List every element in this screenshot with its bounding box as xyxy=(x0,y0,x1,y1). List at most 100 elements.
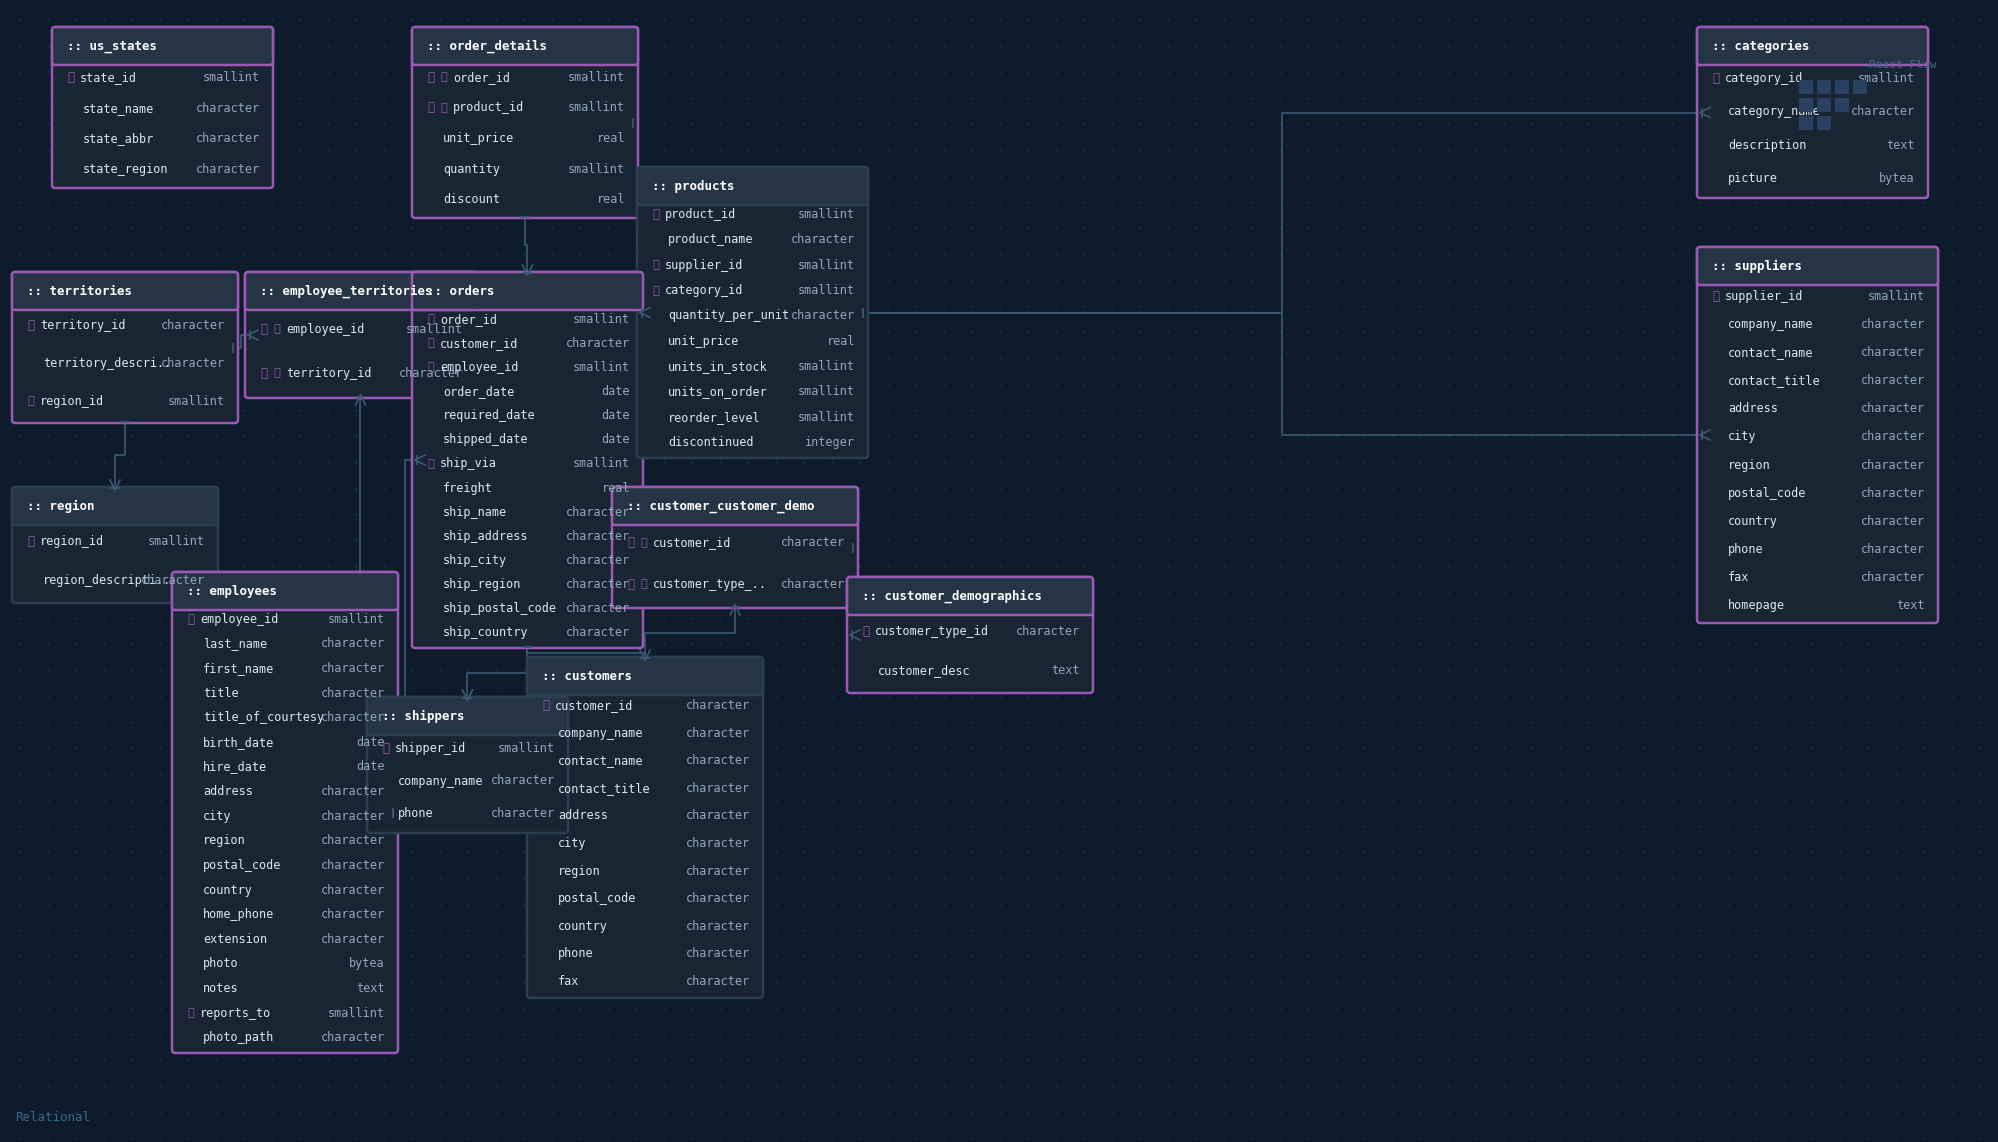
Text: ⚯: ⚯ xyxy=(428,338,434,348)
Text: smallint: smallint xyxy=(1856,72,1914,86)
Text: ⚿: ⚿ xyxy=(627,578,633,590)
Text: ship_postal_code: ship_postal_code xyxy=(444,602,557,616)
FancyBboxPatch shape xyxy=(637,167,867,458)
Text: product_id: product_id xyxy=(454,102,523,114)
FancyBboxPatch shape xyxy=(412,272,643,309)
Text: character: character xyxy=(685,699,749,713)
FancyBboxPatch shape xyxy=(1696,247,1936,624)
Text: character: character xyxy=(781,578,845,590)
Text: ⚯: ⚯ xyxy=(274,324,280,333)
Text: smallint: smallint xyxy=(498,742,555,755)
Text: country: country xyxy=(1726,515,1776,528)
Text: :: products: :: products xyxy=(651,179,733,193)
Text: Relational: Relational xyxy=(16,1111,90,1124)
Text: character: character xyxy=(1860,486,1924,500)
Text: character: character xyxy=(685,782,749,795)
Text: category_name: category_name xyxy=(1726,105,1820,119)
Text: smallint: smallint xyxy=(573,313,629,325)
Text: character: character xyxy=(1860,346,1924,359)
Text: ⚿: ⚿ xyxy=(28,320,34,332)
Text: character: character xyxy=(322,835,386,847)
Bar xyxy=(851,596,1089,628)
Text: quantity: quantity xyxy=(444,162,500,176)
Text: text: text xyxy=(1896,600,1924,612)
Bar xyxy=(1816,98,1830,112)
Text: discontinued: discontinued xyxy=(667,436,753,449)
Bar xyxy=(416,46,633,78)
Text: company_name: company_name xyxy=(557,726,643,740)
Text: required_date: required_date xyxy=(444,409,535,423)
Text: character: character xyxy=(140,574,206,587)
Text: character: character xyxy=(1015,625,1079,638)
Text: ⚿: ⚿ xyxy=(651,208,659,222)
Text: :: us_states: :: us_states xyxy=(68,40,158,53)
Bar xyxy=(615,506,853,538)
Text: character: character xyxy=(1860,571,1924,585)
Text: character: character xyxy=(685,975,749,988)
Text: order_id: order_id xyxy=(440,313,498,325)
Bar xyxy=(416,46,633,62)
Text: customer_desc: customer_desc xyxy=(877,664,971,677)
Text: character: character xyxy=(791,233,855,247)
Text: title: title xyxy=(204,686,238,700)
Bar xyxy=(641,186,863,218)
Text: fax: fax xyxy=(557,975,579,988)
Text: freight: freight xyxy=(444,482,494,494)
Text: ⚯: ⚯ xyxy=(440,72,446,82)
Text: character: character xyxy=(1860,402,1924,416)
Text: character: character xyxy=(565,578,629,592)
Text: product_name: product_name xyxy=(667,233,753,247)
Text: :: orders: :: orders xyxy=(428,284,494,298)
Text: bytea: bytea xyxy=(350,957,386,971)
Text: city: city xyxy=(204,810,232,822)
Text: character: character xyxy=(196,163,260,176)
Text: supplier_id: supplier_id xyxy=(1724,290,1802,303)
Text: :: order_details: :: order_details xyxy=(428,39,547,53)
Bar xyxy=(1700,266,1932,298)
Text: :: territories: :: territories xyxy=(28,284,132,298)
Text: region: region xyxy=(557,864,601,877)
Text: character: character xyxy=(565,602,629,616)
Text: ⚿: ⚿ xyxy=(861,625,869,638)
Text: reports_to: reports_to xyxy=(200,1006,272,1020)
Text: date: date xyxy=(601,433,629,447)
Text: state_name: state_name xyxy=(84,102,154,114)
Text: character: character xyxy=(685,892,749,906)
Text: quantity_per_unit: quantity_per_unit xyxy=(667,309,789,322)
FancyBboxPatch shape xyxy=(527,657,763,998)
Text: region: region xyxy=(1726,459,1770,472)
Text: order_id: order_id xyxy=(454,71,509,83)
Text: character: character xyxy=(565,506,629,518)
Text: ⚿: ⚿ xyxy=(68,71,74,83)
Text: employee_id: employee_id xyxy=(440,361,517,373)
Text: picture: picture xyxy=(1726,172,1776,185)
Text: fax: fax xyxy=(1726,571,1748,585)
Bar xyxy=(1834,80,1848,94)
Text: address: address xyxy=(557,810,607,822)
Text: character: character xyxy=(565,554,629,566)
Text: phone: phone xyxy=(557,947,593,960)
Text: character: character xyxy=(160,320,226,332)
Text: city: city xyxy=(557,837,585,850)
Text: character: character xyxy=(322,711,386,724)
Text: ⚿: ⚿ xyxy=(428,71,434,83)
Text: character: character xyxy=(322,1031,386,1044)
FancyBboxPatch shape xyxy=(412,27,637,65)
Text: postal_code: postal_code xyxy=(557,892,635,906)
Bar xyxy=(1834,98,1848,112)
Bar xyxy=(416,291,639,307)
Text: smallint: smallint xyxy=(168,395,226,408)
FancyBboxPatch shape xyxy=(172,572,398,610)
Text: supplier_id: supplier_id xyxy=(665,259,743,272)
Text: category_id: category_id xyxy=(1724,72,1802,86)
Text: character: character xyxy=(685,864,749,877)
Bar xyxy=(16,291,234,307)
Text: smallint: smallint xyxy=(328,1006,386,1020)
FancyBboxPatch shape xyxy=(611,486,857,608)
Text: date: date xyxy=(601,409,629,423)
Text: character: character xyxy=(685,726,749,740)
Text: character: character xyxy=(1860,317,1924,331)
Text: company_name: company_name xyxy=(1726,317,1812,331)
Bar xyxy=(56,46,270,62)
Text: character: character xyxy=(685,810,749,822)
